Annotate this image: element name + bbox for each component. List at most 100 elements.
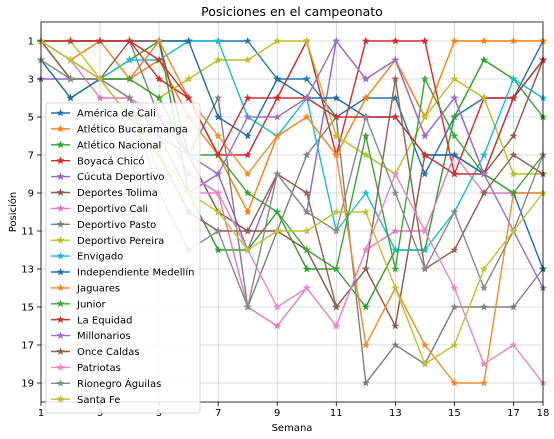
- data-point: [214, 169, 223, 178]
- data-point: [420, 169, 429, 178]
- data-point: [479, 55, 488, 64]
- legend-marker: [56, 395, 65, 403]
- data-point: [243, 169, 252, 178]
- legend-item: Jaguares: [51, 284, 120, 295]
- legend-item: Envigado: [51, 252, 123, 263]
- y-tick-label: 1: [28, 37, 34, 48]
- x-tick-label: 1: [38, 408, 44, 419]
- legend-item: Atlético Bucaramanga: [51, 124, 188, 136]
- data-point: [155, 55, 164, 64]
- data-point: [479, 378, 488, 387]
- data-point: [391, 226, 400, 235]
- data-point: [420, 245, 429, 254]
- data-point: [479, 283, 488, 292]
- data-point: [302, 36, 311, 45]
- legend-label: Boyacá Chicó: [77, 155, 145, 167]
- data-point: [302, 226, 311, 235]
- y-tick-label: 3: [28, 75, 34, 86]
- data-point: [66, 93, 75, 102]
- data-point: [302, 245, 311, 254]
- data-point: [450, 302, 459, 311]
- data-point: [479, 302, 488, 311]
- data-point: [509, 169, 518, 178]
- data-point: [391, 169, 400, 178]
- data-point: [479, 169, 488, 178]
- data-point: [361, 74, 370, 83]
- data-point: [509, 150, 518, 159]
- data-point: [420, 264, 429, 273]
- legend-label: Santa Fe: [77, 395, 120, 406]
- x-tick-label: 13: [389, 408, 402, 419]
- data-point: [273, 74, 282, 83]
- legend-label: Millonarios: [77, 331, 131, 342]
- legend-marker: [56, 188, 65, 196]
- data-point: [273, 169, 282, 178]
- data-point: [391, 283, 400, 292]
- data-point: [332, 226, 341, 235]
- y-tick-label: 17: [21, 341, 34, 352]
- data-point: [391, 321, 400, 330]
- legend-label: Junior: [76, 299, 107, 310]
- legend-label: Deportivo Cali: [77, 204, 148, 215]
- data-point: [509, 131, 518, 140]
- x-tick-label: 7: [215, 408, 221, 419]
- data-point: [361, 378, 370, 387]
- legend-label: Once Caldas: [77, 347, 140, 358]
- data-point: [125, 93, 134, 102]
- legend-marker: [56, 347, 65, 355]
- data-point: [391, 93, 400, 102]
- data-point: [391, 74, 400, 83]
- data-point: [243, 150, 252, 159]
- data-point: [420, 226, 429, 235]
- legend: América de Cali Atlético Bucaramanga Atlét…: [45, 102, 201, 414]
- data-point: [302, 112, 311, 121]
- data-point: [273, 207, 282, 216]
- legend-label: Atlético Bucaramanga: [77, 124, 188, 136]
- data-point: [66, 55, 75, 64]
- data-point: [450, 207, 459, 216]
- legend-marker: [56, 267, 65, 276]
- data-point: [243, 188, 252, 197]
- legend-item: Patriotas: [51, 363, 121, 374]
- data-point: [361, 264, 370, 273]
- data-point: [214, 188, 223, 197]
- legend-label: Deportivo Pereira: [77, 236, 164, 247]
- data-point: [155, 74, 164, 83]
- legend-label: Jaguares: [76, 284, 120, 295]
- data-point: [302, 93, 311, 102]
- data-point: [450, 131, 459, 140]
- data-point: [332, 36, 341, 45]
- data-point: [214, 226, 223, 235]
- data-point: [450, 74, 459, 83]
- legend-item: La Equidad: [51, 315, 132, 326]
- legend-marker: [56, 172, 65, 180]
- y-tick-label: 7: [28, 151, 34, 162]
- data-point: [361, 245, 370, 254]
- legend-item: Deportivo Pasto: [51, 220, 156, 231]
- data-point: [361, 93, 370, 102]
- data-point: [450, 378, 459, 387]
- legend-label: Deportes Tolima: [77, 188, 158, 199]
- data-point: [273, 36, 282, 45]
- data-point: [125, 74, 134, 83]
- data-point: [96, 93, 105, 102]
- legend-marker: [56, 251, 65, 260]
- data-point: [214, 36, 223, 45]
- data-point: [391, 112, 400, 121]
- legend-marker: [56, 236, 65, 244]
- legend-marker: [56, 315, 65, 324]
- data-point: [420, 74, 429, 83]
- data-point: [332, 302, 341, 311]
- series-line: [40, 40, 543, 327]
- data-point: [184, 74, 193, 83]
- y-tick-label: 15: [21, 303, 34, 314]
- legend-marker: [56, 220, 65, 228]
- data-point: [450, 169, 459, 178]
- legend-item: Santa Fe: [51, 395, 120, 406]
- data-point: [214, 245, 223, 254]
- data-point: [184, 36, 193, 45]
- data-point: [155, 36, 164, 45]
- data-point: [273, 321, 282, 330]
- legend-label: América de Cali: [77, 108, 156, 120]
